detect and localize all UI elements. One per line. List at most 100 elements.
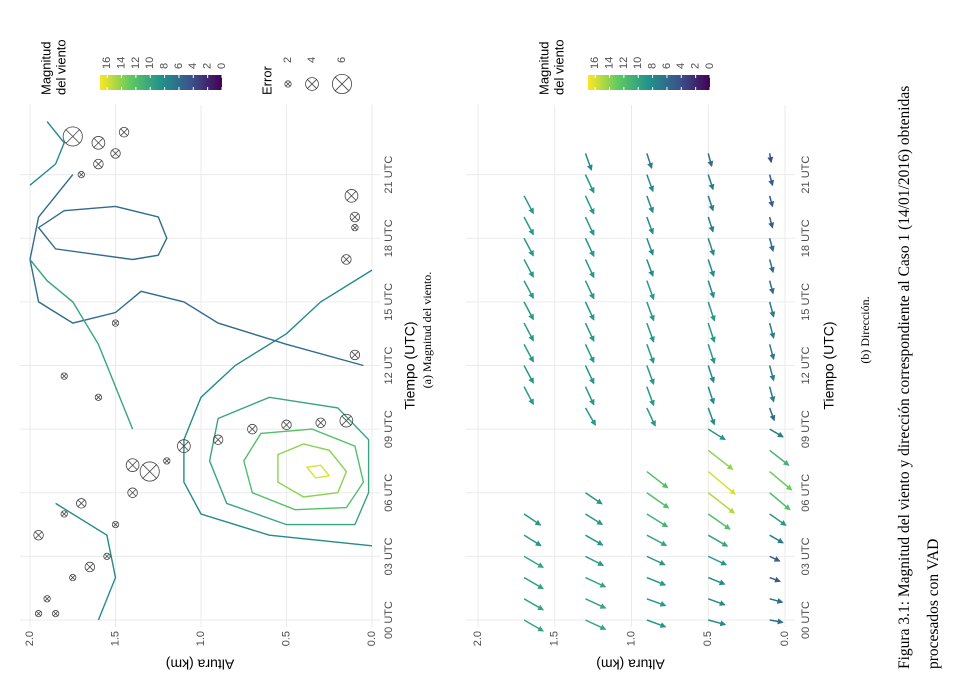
- wind-arrow: [769, 470, 793, 491]
- error-legend-label: 6: [336, 57, 348, 63]
- wind-arrow: [768, 365, 776, 382]
- y-tick-label: 1.5: [109, 631, 121, 646]
- error-circle: [69, 573, 77, 582]
- wind-arrow: [646, 470, 669, 489]
- error-circle: [110, 148, 121, 159]
- y-tick-label: 1.0: [625, 631, 637, 646]
- wind-arrow: [707, 153, 714, 168]
- error-circle: [111, 520, 120, 529]
- wind-arrow: [523, 534, 542, 547]
- contour-line: [305, 464, 330, 479]
- wind-arrow: [584, 343, 595, 364]
- error-cross: [112, 320, 119, 326]
- legend-title: Magnitud: [536, 42, 551, 95]
- wind-arrow: [646, 407, 656, 427]
- error-cross: [95, 394, 102, 400]
- error-cross: [352, 224, 358, 231]
- error-cross: [77, 499, 86, 508]
- wind-arrow: [707, 470, 736, 495]
- error-circle: [125, 458, 140, 472]
- wind-arrow: [585, 555, 604, 567]
- legend-title: del viento: [53, 39, 68, 95]
- wind-arrow: [768, 386, 776, 403]
- wind-arrow: [523, 598, 544, 611]
- wind-arrow: [646, 280, 655, 301]
- error-cross: [104, 553, 110, 560]
- colorbar-label: 16: [589, 57, 601, 69]
- wind-arrow: [584, 237, 595, 258]
- wind-arrow: [584, 386, 595, 406]
- wind-arrow: [584, 216, 595, 236]
- wind-arrow: [523, 280, 535, 300]
- colorbar: [588, 75, 710, 90]
- error-cross: [285, 81, 291, 87]
- wind-arrow: [646, 174, 654, 193]
- panel-caption: (a) Magnitud del viento.: [420, 272, 434, 389]
- error-cross: [334, 76, 350, 92]
- wind-arrow: [585, 619, 607, 630]
- error-circle: [247, 423, 258, 435]
- wind-arrow: [707, 344, 716, 365]
- error-cross: [164, 458, 170, 464]
- wind-arrow: [646, 555, 666, 566]
- y-tick-label: 0.0: [779, 631, 791, 646]
- wind-arrow: [707, 576, 726, 586]
- wind-arrow: [769, 428, 784, 438]
- panel: 0.0 0.5 1.0 1.5 2.0 00 UTC 03 UTC 06 UTC 09 UTC 1…: [20, 39, 434, 672]
- wind-arrow: [646, 216, 654, 235]
- wind-arrow: [707, 449, 734, 470]
- wind-arrow: [646, 492, 670, 509]
- colorbar-label: 8: [646, 63, 658, 69]
- wind-arrow: [707, 280, 715, 299]
- error-circle: [344, 189, 359, 203]
- wind-arrow: [646, 153, 653, 170]
- wind-arrow: [584, 301, 595, 321]
- error-circle: [331, 73, 352, 94]
- error-cross: [341, 415, 352, 426]
- colorbar-label: 0: [216, 63, 228, 69]
- error-cross: [112, 521, 119, 528]
- error-circle: [349, 349, 361, 361]
- wind-arrow: [523, 322, 535, 342]
- x-tick-label: 18 UTC: [383, 219, 395, 257]
- y-tick-label: 1.5: [549, 631, 561, 646]
- error-cross: [316, 418, 325, 427]
- wind-arrow: [707, 174, 715, 191]
- colorbar-label: 6: [661, 63, 673, 69]
- wind-arrow: [584, 174, 595, 194]
- wind-arrow: [769, 534, 784, 544]
- x-tick-label: 09 UTC: [800, 410, 812, 448]
- wind-arrow: [768, 322, 776, 339]
- wind-arrow: [523, 576, 544, 590]
- wind-arrow: [523, 216, 535, 236]
- wind-arrow: [707, 301, 716, 322]
- error-cross: [342, 255, 351, 264]
- wind-arrow: [584, 365, 595, 385]
- wind-arrow: [708, 619, 727, 627]
- wind-arrow: [707, 513, 731, 530]
- error-circle: [139, 461, 160, 482]
- colorbar-label: 2: [690, 63, 702, 69]
- x-tick-label: 00 UTC: [383, 601, 395, 639]
- error-cross: [178, 441, 189, 452]
- error-circle: [212, 434, 224, 445]
- error-cross: [34, 531, 43, 540]
- error-cross: [142, 464, 158, 480]
- wind-arrow: [584, 322, 595, 342]
- error-cross: [61, 373, 67, 379]
- contour-line: [208, 396, 370, 526]
- colorbar-label: 14: [115, 57, 127, 69]
- error-circle: [103, 552, 111, 560]
- legend-title: del viento: [551, 39, 566, 95]
- x-tick-label: 00 UTC: [800, 601, 812, 639]
- error-cross: [111, 149, 120, 158]
- wind-arrow: [646, 598, 667, 607]
- wind-arrow: [585, 492, 603, 505]
- wind-arrow: [585, 534, 604, 546]
- wind-arrow: [523, 237, 535, 257]
- error-circle: [94, 393, 103, 401]
- error-circle: [43, 595, 51, 603]
- wind-arrow: [768, 280, 775, 295]
- wind-arrow: [707, 428, 726, 441]
